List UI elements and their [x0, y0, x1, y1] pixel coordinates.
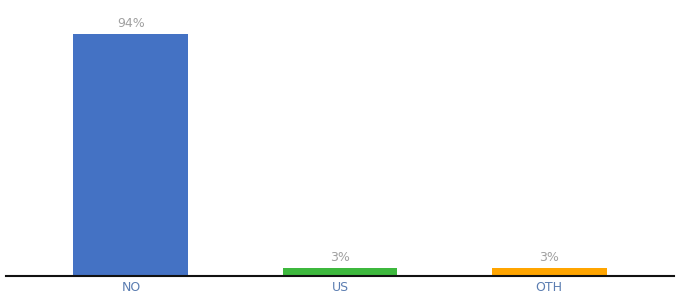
Bar [282, 268, 398, 276]
Text: 3%: 3% [539, 251, 559, 264]
Bar [492, 268, 607, 276]
Text: 3%: 3% [330, 251, 350, 264]
Bar [73, 34, 188, 276]
Text: 94%: 94% [117, 17, 145, 30]
